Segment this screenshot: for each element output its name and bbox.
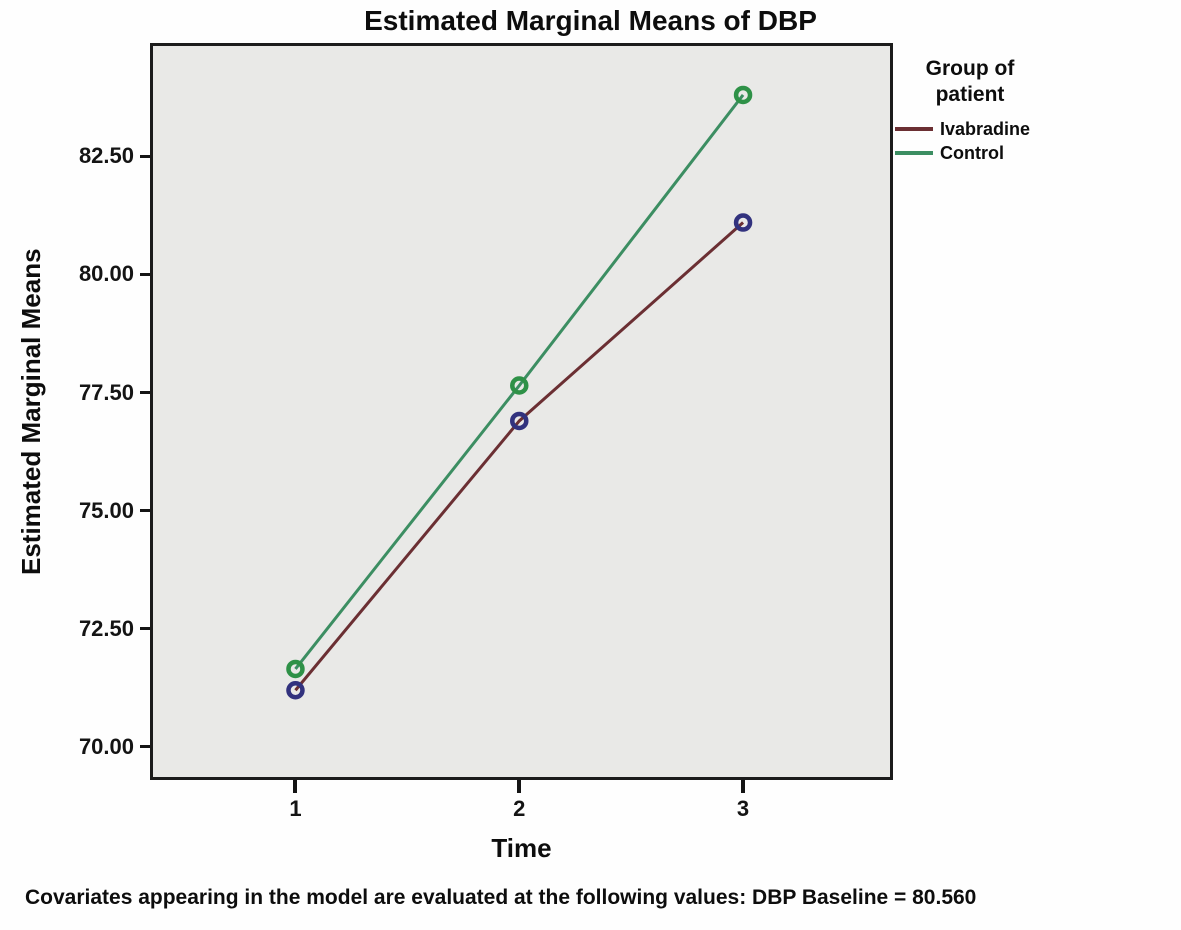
x-tick-mark bbox=[741, 780, 746, 793]
y-tick-mark bbox=[140, 391, 150, 395]
legend-swatch-control bbox=[895, 151, 933, 155]
legend-title-line-1: Group of bbox=[925, 57, 1015, 80]
x-tick-label: 1 bbox=[289, 796, 302, 821]
legend: Group of patient Ivabradine Control bbox=[895, 56, 1175, 165]
y-tick-mark bbox=[140, 509, 150, 513]
legend-label: Ivabradine bbox=[940, 118, 1031, 139]
legend-items: Ivabradine Control bbox=[895, 117, 1175, 165]
covariates-footnote: Covariates appearing in the model are ev… bbox=[25, 886, 977, 909]
x-tick-label: 2 bbox=[513, 796, 526, 821]
series-line-control bbox=[294, 94, 745, 670]
y-tick-70.00: 70.00 bbox=[0, 733, 150, 759]
legend-item-ivabradine: Ivabradine bbox=[895, 117, 1175, 141]
y-tick-label: 82.50 bbox=[78, 143, 134, 169]
x-axis-title: Time bbox=[491, 833, 552, 863]
y-tick-80.00: 80.00 bbox=[0, 262, 150, 286]
y-tick-mark bbox=[140, 627, 150, 631]
legend-label: Control bbox=[940, 142, 1004, 163]
y-axis-title: Estimated Marginal Means bbox=[16, 248, 46, 575]
marker-ivabradine-time-2 bbox=[510, 411, 529, 431]
chart-title: Estimated Marginal Means of DBP bbox=[364, 5, 817, 36]
y-tick-label: 80.00 bbox=[78, 261, 134, 287]
y-tick-mark bbox=[140, 154, 150, 158]
y-tick-label: 72.50 bbox=[78, 615, 134, 641]
y-tick-82.50: 82.50 bbox=[0, 144, 150, 168]
y-tick-75.00: 75.00 bbox=[0, 497, 150, 523]
legend-swatch-ivabradine bbox=[895, 127, 933, 131]
marker-control-time-3 bbox=[733, 85, 753, 105]
series-line-ivabradine bbox=[294, 221, 745, 692]
plot-area bbox=[150, 43, 893, 780]
y-tick-mark bbox=[140, 745, 150, 749]
legend-item-control: Control bbox=[895, 141, 1175, 165]
marker-ivabradine-time-1 bbox=[286, 680, 305, 700]
series-plot-canvas bbox=[286, 85, 753, 700]
x-tick-label: 3 bbox=[736, 796, 750, 821]
x-tick-mark bbox=[293, 780, 298, 793]
marker-ivabradine-time-3 bbox=[733, 213, 753, 232]
y-tick-72.50: 72.50 bbox=[0, 615, 150, 641]
legend-title: Group of patient bbox=[895, 56, 1045, 108]
marker-control-time-2 bbox=[510, 376, 529, 395]
legend-title-line-2: patient bbox=[935, 83, 1005, 106]
y-tick-label: 70.00 bbox=[78, 733, 134, 759]
x-tick-mark bbox=[517, 780, 522, 793]
y-tick-label: 75.00 bbox=[78, 497, 134, 523]
y-tick-mark bbox=[140, 272, 150, 276]
marker-control-time-1 bbox=[286, 659, 305, 679]
y-tick-label: 77.50 bbox=[78, 379, 134, 405]
y-tick-77.50: 77.50 bbox=[0, 379, 150, 405]
